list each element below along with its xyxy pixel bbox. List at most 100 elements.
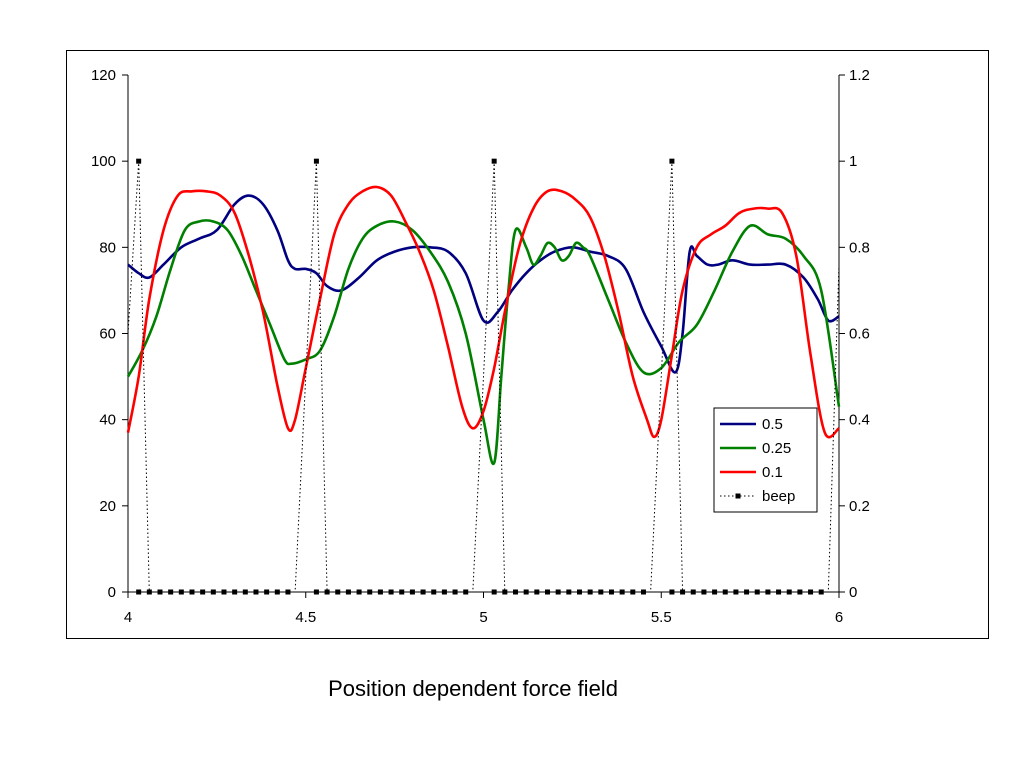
legend-label: 0.1 [762,464,783,481]
tick-labels: 0 20 40 60 80 100 120 0 0.2 0.4 0.6 0.8 1 1.2 4 4.5 5 5.5… [91,67,870,626]
legend-marker-beep [735,493,741,499]
beep-marker [765,589,771,595]
beep-marker [189,589,195,595]
beep-marker [776,589,782,595]
x-tick-label: 4.5 [295,609,316,626]
beep-marker [786,589,792,595]
beep-marker [544,589,550,595]
beep-marker [264,589,270,595]
beep-marker [608,589,614,595]
beep-marker [701,589,707,595]
beep-marker [587,589,593,595]
beep-marker [356,589,362,595]
beep-marker [367,589,373,595]
line-chart: 0 20 40 60 80 100 120 0 0.2 0.4 0.6 0.8 1 1.2 4 4.5 5 5.5… [91,67,870,626]
beep-marker [335,589,341,595]
beep-marker [722,589,728,595]
beep-marker [377,589,383,595]
series-lines [126,158,841,595]
beep-marker [630,589,636,595]
series-line-beep [127,161,840,593]
beep-marker [168,589,174,595]
beep-marker [136,158,142,164]
beep-marker [818,589,824,595]
beep-marker [431,589,437,595]
beep-marker [502,589,508,595]
series-line-0-5 [127,194,840,374]
beep-marker [313,158,319,164]
beep-marker [200,589,206,595]
y2-tick-label: 0.8 [849,239,870,256]
y2-tick-label: 0.2 [849,498,870,515]
beep-marker [324,589,330,595]
beep-marker [733,589,739,595]
beep-marker [420,589,426,595]
y-tick-label: 20 [99,498,116,515]
beep-marker [680,589,686,595]
beep-marker [178,589,184,595]
y-tick-label: 60 [99,326,116,343]
y2-tick-label: 1.2 [849,67,870,84]
beep-marker [534,589,540,595]
y2-tick-label: 0.6 [849,326,870,343]
beep-marker [136,589,142,595]
beep-marker [598,589,604,595]
series-line-0-1 [126,185,840,439]
y2-tick-label: 0 [849,584,857,601]
beep-marker [146,589,152,595]
beep-marker [285,589,291,595]
beep-marker [566,589,572,595]
beep-marker [274,589,280,595]
beep-marker [712,589,718,595]
beep-marker [221,589,227,595]
beep-marker [210,589,216,595]
beep-marker [409,589,415,595]
beep-marker [576,589,582,595]
beep-marker [619,589,625,595]
beep-marker [491,589,497,595]
chart-frame: 0 20 40 60 80 100 120 0 0.2 0.4 0.6 0.8 1 1.2 4 4.5 5 5.5… [66,50,989,639]
legend-label: 0.5 [762,416,783,433]
legend: 0.5 0.25 0.1 beep [713,407,818,513]
legend-label: 0.25 [762,440,791,457]
beep-marker [452,589,458,595]
beep-marker [441,589,447,595]
y2-tick-label: 1 [849,153,857,170]
y2-tick-label: 0.4 [849,412,870,429]
beep-marker [463,589,469,595]
x-tick-label: 6 [835,609,843,626]
beep-marker [669,158,675,164]
beep-marker [797,589,803,595]
y-tick-label: 100 [91,153,116,170]
beep-marker [744,589,750,595]
x-tick-label: 4 [124,609,132,626]
beep-marker [388,589,394,595]
beep-marker [242,589,248,595]
beep-marker [754,589,760,595]
beep-marker [157,589,163,595]
y-tick-label: 120 [91,67,116,84]
beep-marker [690,589,696,595]
series-line-0-25 [126,219,841,466]
legend-box [713,407,818,513]
beep-marker [555,589,561,595]
beep-marker [808,589,814,595]
x-tick-label: 5.5 [651,609,672,626]
beep-marker [669,589,675,595]
axes [122,74,845,598]
beep-marker [640,589,646,595]
y-tick-label: 0 [108,584,116,601]
beep-marker [491,158,497,164]
legend-label: beep [762,488,795,505]
y-tick-label: 40 [99,412,116,429]
beep-marker [345,589,351,595]
x-tick-label: 5 [479,609,487,626]
y-tick-label: 80 [99,239,116,256]
beep-marker [523,589,529,595]
beep-marker [313,589,319,595]
beep-marker [512,589,518,595]
beep-marker [253,589,259,595]
chart-caption: Position dependent force field [328,676,618,701]
beep-marker [399,589,405,595]
beep-marker [232,589,238,595]
